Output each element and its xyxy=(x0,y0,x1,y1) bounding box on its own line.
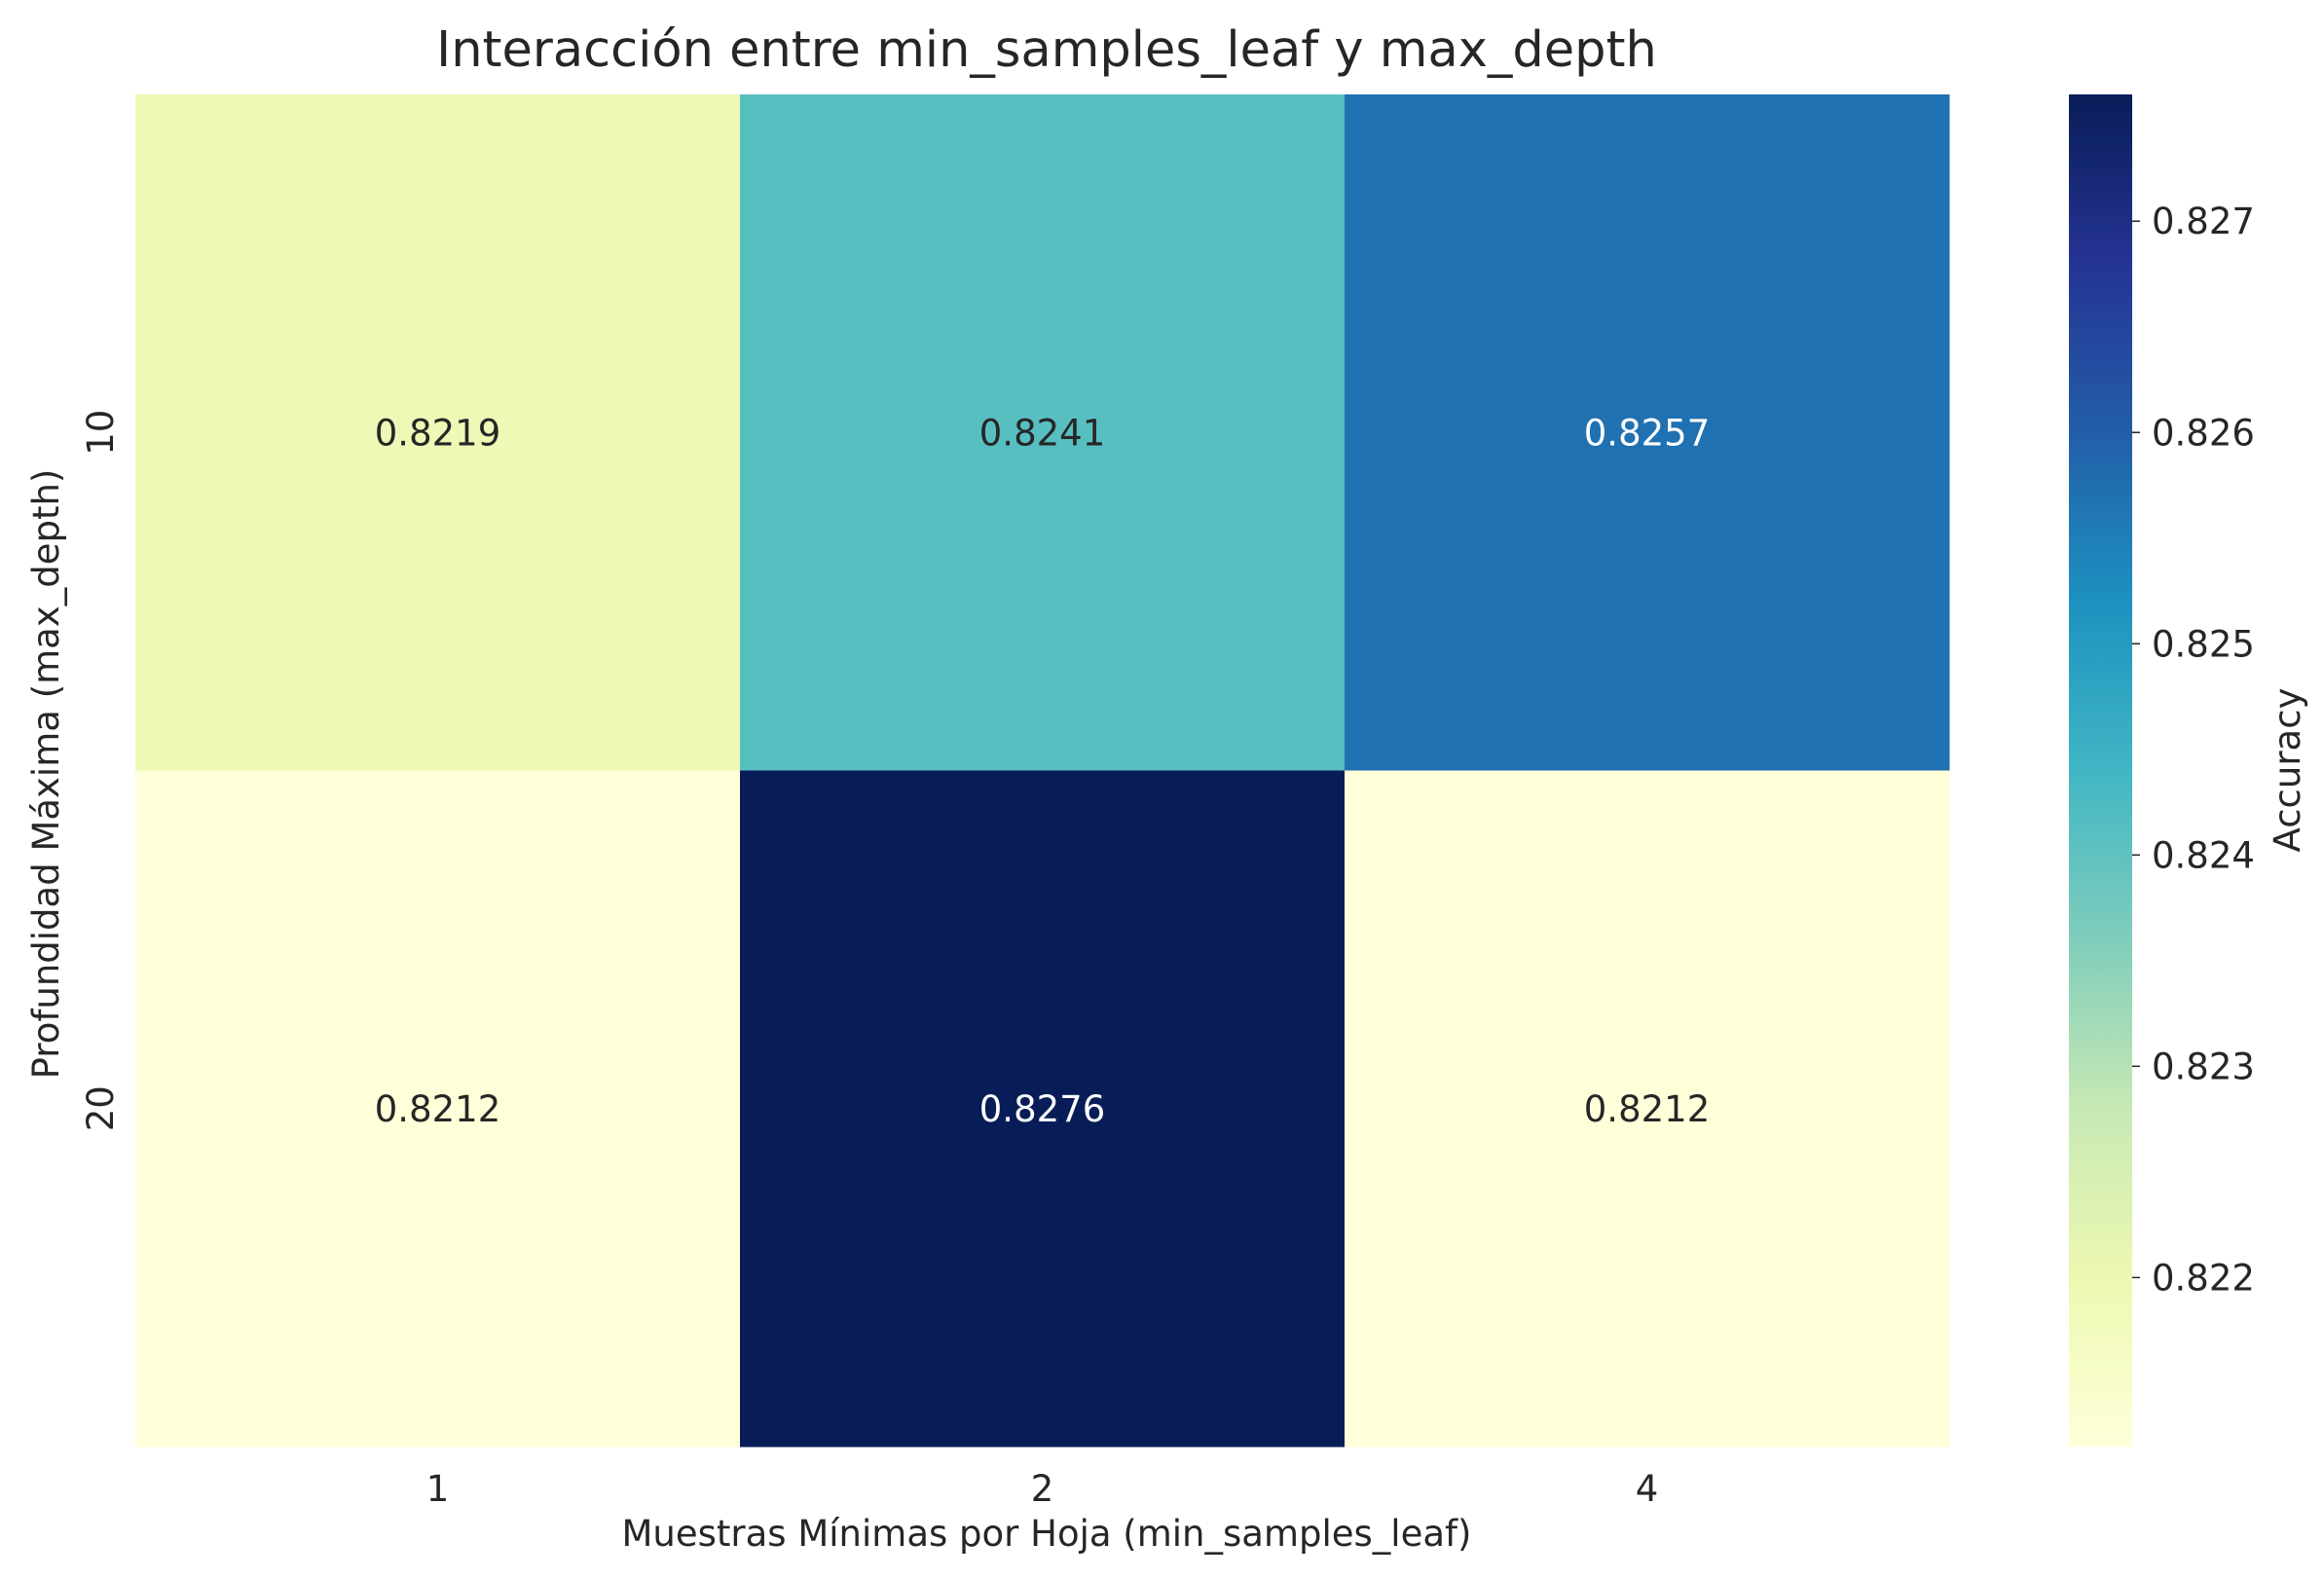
x-tick-label: 1 xyxy=(426,1468,450,1510)
x-axis-label: Muestras Mínimas por Hoja (min_samples_l… xyxy=(622,1513,1472,1555)
heatmap-cell xyxy=(1345,770,1950,1448)
colorbar-ticks: 0.822 0.823 0.824 0.825 0.826 0.827 xyxy=(2132,201,2255,1299)
colorbar-tick-label: 0.825 xyxy=(2152,623,2255,665)
colorbar-tick-label: 0.824 xyxy=(2152,834,2255,876)
heatmap-cell-labels: 0.8219 0.8241 0.8257 0.8212 0.8276 0.8212 xyxy=(375,412,1710,1130)
cell-value-label: 0.8257 xyxy=(1584,412,1710,454)
cell-value-label: 0.8212 xyxy=(1584,1088,1710,1130)
colorbar-tick-label: 0.827 xyxy=(2152,201,2255,242)
colorbar xyxy=(2069,94,2132,1447)
colorbar-label: Accuracy xyxy=(2267,688,2308,853)
chart-title: Interacción entre min_samples_leaf y max… xyxy=(436,21,1657,79)
x-axis-ticks: 1 2 4 xyxy=(426,1468,1659,1510)
x-tick-label: 4 xyxy=(1636,1468,1659,1510)
heatmap-cell xyxy=(135,770,741,1448)
cell-value-label: 0.8241 xyxy=(979,412,1105,454)
colorbar-tick-label: 0.826 xyxy=(2152,412,2255,454)
heatmap-cell xyxy=(740,94,1346,771)
heatmap-cell xyxy=(740,770,1346,1448)
cell-value-label: 0.8219 xyxy=(375,412,500,454)
y-tick-label: 10 xyxy=(80,410,122,456)
y-axis-label: Profundidad Máxima (max_depth) xyxy=(25,469,67,1080)
x-tick-label: 2 xyxy=(1031,1468,1054,1510)
heatmap-cells xyxy=(135,94,1950,1448)
heatmap-cell xyxy=(1345,94,1950,771)
colorbar-tick-label: 0.823 xyxy=(2152,1046,2255,1087)
y-axis-ticks: 10 20 xyxy=(80,410,122,1132)
cell-value-label: 0.8276 xyxy=(979,1088,1105,1130)
cell-value-label: 0.8212 xyxy=(375,1088,500,1130)
colorbar-tick-label: 0.822 xyxy=(2152,1257,2255,1299)
y-tick-label: 20 xyxy=(80,1085,122,1131)
heatmap-cell xyxy=(135,94,741,771)
